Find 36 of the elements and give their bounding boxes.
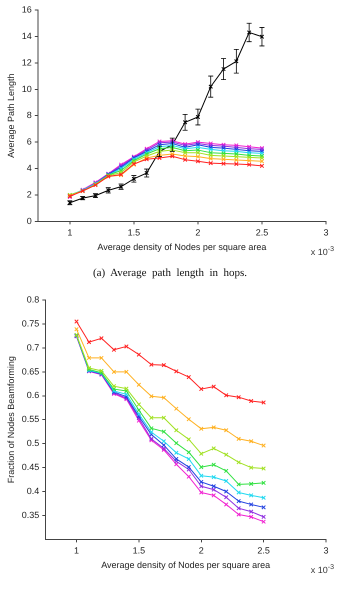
y-tick-label: 8 — [26, 110, 32, 120]
y-tick-label: 0.6 — [26, 390, 40, 400]
y-tick-label: 0.35 — [22, 510, 40, 520]
y-tick-label: 10 — [22, 84, 32, 94]
y-tick-label: 0.65 — [22, 366, 40, 376]
x-tick-label: 2.5 — [256, 227, 268, 238]
y-tick-label: 4 — [26, 163, 32, 174]
y-tick-label: 14 — [22, 30, 32, 41]
x-tick-label: 2 — [198, 545, 204, 556]
y-tick-label: 0.5 — [26, 438, 40, 448]
y-tick-label: 0.8 — [26, 294, 40, 304]
y-tick-label: 2 — [26, 189, 32, 200]
y-tick-label: 0.55 — [22, 414, 40, 424]
y-axis-title: Fraction of Nodes Beamforming — [6, 356, 16, 484]
x-axis-title: Average density of Nodes per square area — [97, 242, 266, 252]
y-axis-title: Average Path Length — [6, 73, 16, 158]
y-tick-label: 16 — [22, 4, 32, 14]
y-tick-label: 6 — [26, 136, 32, 147]
y-tick-label: 0.7 — [26, 342, 40, 352]
text: x 10$^{-3}$ — [310, 564, 334, 575]
text: (a) Average path length in hops. — [92, 266, 248, 281]
x-tick-label: 1 — [74, 545, 80, 556]
x-tick-label: 3 — [323, 545, 329, 556]
x-axis-title: Average density of Nodes per square area — [101, 560, 270, 570]
x-tick-label: 2 — [195, 227, 200, 238]
x-tick-label: 1.5 — [128, 227, 140, 238]
y-tick-label: 0.4 — [26, 486, 40, 496]
y-tick-label: 0 — [26, 216, 32, 226]
y-tick-label: 0.45 — [22, 462, 40, 472]
text: x 10$^{-3}$ — [310, 246, 334, 257]
x-tick-label: 1.5 — [132, 545, 146, 556]
x-tick-label: 2.5 — [257, 545, 270, 556]
x-tick-label: 1 — [67, 227, 72, 238]
y-tick-label: 0.75 — [22, 318, 40, 328]
x-tick-label: 3 — [323, 227, 329, 238]
y-tick-label: 12 — [22, 57, 32, 68]
